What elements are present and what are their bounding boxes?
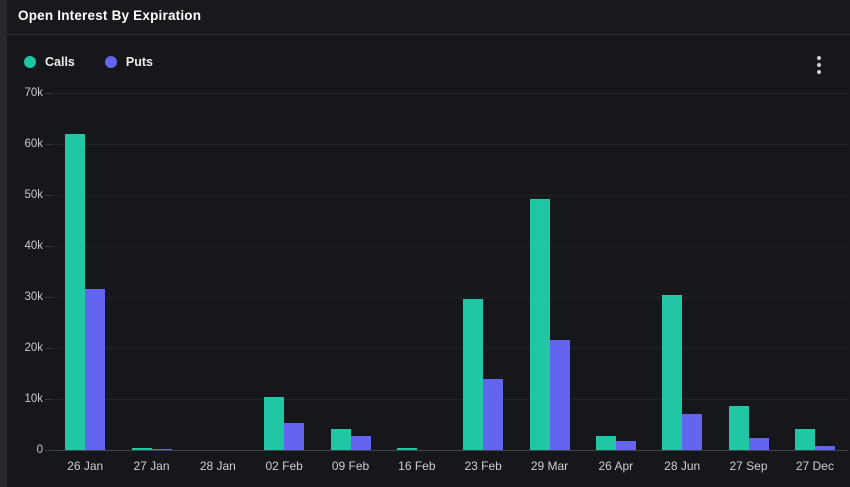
- bar-calls-27-dec[interactable]: [794, 428, 815, 450]
- x-axis-line: [52, 450, 848, 451]
- bar-puts-02-feb[interactable]: [284, 422, 305, 450]
- x-axis-tick-label: 23 Feb: [464, 459, 502, 473]
- bar-calls-26-apr[interactable]: [595, 435, 616, 450]
- bar-calls-23-feb[interactable]: [463, 298, 484, 450]
- bar-calls-27-jan[interactable]: [131, 447, 152, 450]
- page-title: Open Interest By Expiration: [18, 8, 202, 23]
- y-axis-tick: [45, 144, 52, 145]
- gridline: [52, 93, 848, 94]
- gridline: [52, 348, 848, 349]
- gridline: [52, 144, 848, 145]
- y-axis-tick-label: 0: [36, 444, 43, 456]
- bar-calls-26-jan[interactable]: [65, 133, 86, 450]
- gridline: [52, 246, 848, 247]
- x-axis-tick-label: 26 Apr: [598, 459, 634, 473]
- panel-header: Open Interest By Expiration: [7, 0, 850, 35]
- bar-puts-23-feb[interactable]: [483, 379, 504, 450]
- bar-chart-plot: 0 10k 20k 30k 40k 50k 60k 70k 26 Jan 27 Jan 28 Jan…: [7, 36, 850, 487]
- gridline: [52, 399, 848, 400]
- bar-calls-29-mar[interactable]: [529, 198, 550, 450]
- bar-calls-27-sep[interactable]: [728, 406, 749, 450]
- legend-label-calls: Calls: [45, 55, 75, 69]
- y-axis-tick: [45, 399, 52, 400]
- bar-puts-29-mar[interactable]: [549, 340, 570, 450]
- kebab-menu-icon: [817, 63, 821, 67]
- legend-item-calls[interactable]: Calls: [24, 55, 75, 69]
- chart-card: Calls Puts 0 10k 20k 30k 40k 50k 60k 70k 26 Jan 2…: [7, 36, 850, 487]
- gridline: [52, 297, 848, 298]
- bar-puts-09-feb[interactable]: [350, 436, 371, 450]
- bar-puts-26-apr[interactable]: [615, 440, 636, 450]
- bar-puts-27-dec[interactable]: [814, 445, 835, 450]
- x-axis-tick-label: 26 Jan: [67, 459, 104, 473]
- x-axis-tick-label: 28 Jan: [199, 459, 236, 473]
- legend-item-puts[interactable]: Puts: [104, 55, 153, 69]
- gridline: [52, 195, 848, 196]
- kebab-menu-button[interactable]: [808, 51, 830, 79]
- bar-puts-27-jan[interactable]: [151, 448, 172, 450]
- bar-puts-27-sep[interactable]: [748, 438, 769, 450]
- bar-puts-28-jun[interactable]: [682, 413, 703, 450]
- legend-label-puts: Puts: [125, 55, 153, 69]
- x-axis-tick-label: 02 Feb: [265, 459, 303, 473]
- puts-series-dot: [104, 56, 117, 68]
- bar-calls-16-feb[interactable]: [396, 447, 417, 450]
- y-axis-tick-label: 10k: [24, 393, 43, 405]
- x-axis-tick-label: 16 Feb: [398, 459, 436, 473]
- x-axis-tick-label: 27 Sep: [729, 459, 768, 473]
- y-axis-tick-label: 60k: [24, 138, 43, 150]
- y-axis-tick: [45, 450, 52, 451]
- y-axis-tick-label: 50k: [24, 189, 43, 201]
- x-axis-tick-label: 09 Feb: [331, 459, 370, 473]
- calls-series-dot: [24, 56, 36, 68]
- kebab-menu-icon: [817, 56, 821, 60]
- x-axis-tick-label: 29 Mar: [530, 459, 569, 473]
- y-axis-tick: [45, 93, 52, 94]
- y-axis-tick-label: 40k: [24, 240, 43, 252]
- x-axis-tick-label: 27 Dec: [795, 459, 834, 473]
- x-axis-tick-label: 28 Jun: [664, 459, 701, 473]
- x-axis-tick-label: 27 Jan: [133, 459, 170, 473]
- chart-legend: Calls Puts: [24, 55, 153, 69]
- y-axis-tick: [45, 246, 52, 247]
- left-edge-strip: [0, 0, 7, 487]
- y-axis-tick-label: 70k: [24, 87, 43, 99]
- y-axis-tick-label: 20k: [24, 342, 43, 354]
- bar-calls-09-feb[interactable]: [330, 429, 351, 450]
- bar-calls-02-feb[interactable]: [264, 396, 285, 450]
- y-axis-tick: [45, 348, 52, 349]
- y-axis-tick: [45, 195, 52, 196]
- y-axis-tick: [45, 297, 52, 298]
- y-axis-tick-label: 30k: [24, 291, 43, 303]
- bar-puts-26-jan[interactable]: [85, 289, 106, 450]
- bar-calls-28-jun[interactable]: [662, 295, 683, 450]
- kebab-menu-icon: [817, 70, 821, 74]
